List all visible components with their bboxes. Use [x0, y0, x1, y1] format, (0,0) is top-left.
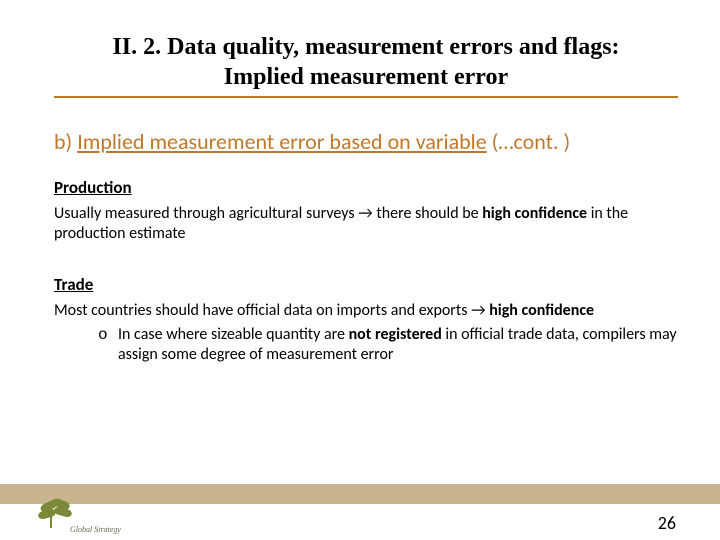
slide: II. 2. Data quality, measurement errors …	[0, 0, 720, 540]
trade-bold: high confidence	[486, 301, 594, 320]
subhead-underlined: Implied measurement error based on varia…	[77, 128, 486, 155]
trade-bullet-pre: In case where sizeable quantity are	[118, 325, 349, 344]
trade-bullet-bold: not registered	[349, 325, 442, 344]
title-line-2: Implied measurement error	[54, 62, 678, 92]
subhead-suffix: (…cont. )	[487, 128, 570, 155]
section-heading-trade: Trade	[54, 274, 678, 295]
trade-sub-bullet: In case where sizeable quantity are not …	[98, 325, 678, 365]
page-number: 26	[658, 512, 676, 534]
title-line-1: II. 2. Data quality, measurement errors …	[54, 32, 678, 62]
production-text-pre: Usually measured through agricultural su…	[54, 204, 358, 223]
arrow-icon: →	[471, 301, 485, 320]
logo-text: Global Strategy	[70, 526, 121, 534]
subhead-prefix: b)	[54, 128, 77, 155]
production-text-mid: there should be	[373, 204, 482, 223]
production-bold: high confidence	[482, 204, 587, 223]
logo-plant-icon	[53, 506, 72, 518]
arrow-icon: →	[358, 204, 372, 223]
footer-logo: Global Strategy	[36, 492, 126, 538]
title-underline	[54, 96, 678, 98]
slide-title: II. 2. Data quality, measurement errors …	[54, 32, 678, 92]
trade-body: Most countries should have official data…	[54, 301, 678, 321]
subheading: b) Implied measurement error based on va…	[54, 128, 678, 155]
production-body: Usually measured through agricultural su…	[54, 204, 678, 244]
section-heading-production: Production	[54, 177, 678, 198]
trade-text-pre: Most countries should have official data…	[54, 301, 471, 320]
